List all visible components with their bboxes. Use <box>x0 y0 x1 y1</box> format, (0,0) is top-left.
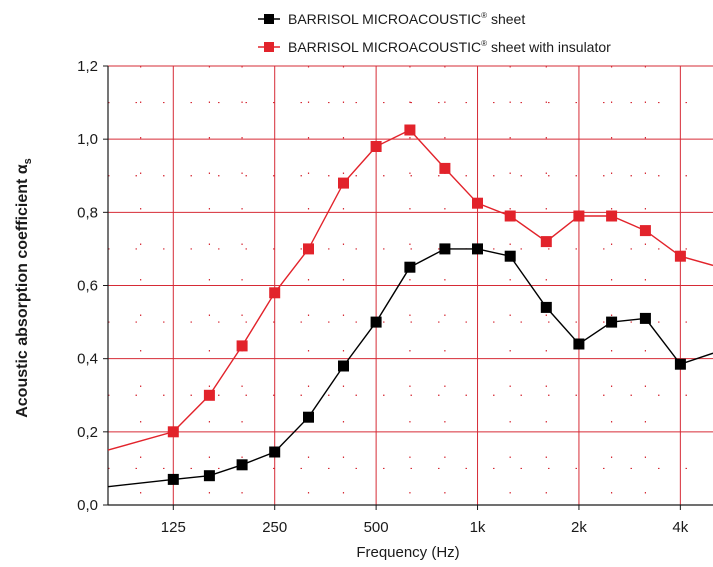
data-point <box>404 261 416 273</box>
legend-label-red: BARRISOL MICROACOUSTIC® sheet with insul… <box>288 39 611 55</box>
series-layer <box>107 124 713 488</box>
data-point <box>167 426 179 438</box>
data-point <box>472 197 483 209</box>
data-point <box>203 470 215 482</box>
x-axis-title: Frequency (Hz) <box>356 544 459 561</box>
x-tick-label: 500 <box>364 519 389 536</box>
data-point <box>370 141 382 152</box>
series-sheet-with-insulator <box>107 124 713 451</box>
x-tick-label: 4k <box>672 519 688 536</box>
series-sheet <box>107 243 713 488</box>
data-point <box>540 236 552 248</box>
y-axis-title: Acoustic absorption coefficient αs <box>14 158 34 418</box>
data-point <box>606 316 618 328</box>
data-point <box>167 473 179 485</box>
data-point <box>639 312 651 324</box>
y-tick-label: 0,4 <box>77 351 98 368</box>
series-line <box>107 248 713 488</box>
data-point <box>439 162 451 174</box>
x-tick-label: 125 <box>161 519 186 536</box>
data-point <box>504 210 516 222</box>
data-point <box>338 177 349 189</box>
data-point <box>236 459 248 471</box>
data-point <box>338 360 349 372</box>
legend-item-black-series: BARRISOL MICROACOUSTIC® sheet <box>258 11 525 27</box>
tick-labels: 0,0 0,2 0,4 0,6 0,8 1,0 1,2 125 250 500 1k 2k 4k <box>77 58 689 536</box>
y-tick-label: 0,2 <box>77 424 98 441</box>
legend-marker-red <box>264 42 274 52</box>
y-tick-label: 1,0 <box>77 131 98 148</box>
data-point <box>236 340 248 352</box>
legend-item-red-series: BARRISOL MICROACOUSTIC® sheet with insul… <box>258 39 611 55</box>
data-point <box>269 287 281 299</box>
data-point <box>504 250 516 262</box>
y-tick-label: 1,2 <box>77 58 98 75</box>
data-point <box>370 316 382 328</box>
data-point <box>472 243 483 255</box>
data-point <box>573 338 585 350</box>
grid <box>108 65 713 505</box>
y-tick-label: 0,6 <box>77 278 98 295</box>
series-line <box>107 129 713 451</box>
legend: BARRISOL MICROACOUSTIC® sheet BARRISOL M… <box>258 11 611 55</box>
x-tick-label: 2k <box>571 519 587 536</box>
data-point <box>439 243 451 255</box>
data-point <box>674 358 686 370</box>
data-point <box>573 210 585 222</box>
axes <box>103 65 713 510</box>
data-point <box>674 250 686 262</box>
x-tick-label: 250 <box>262 519 287 536</box>
x-tick-label: 1k <box>470 519 486 536</box>
data-point <box>303 411 314 423</box>
y-tick-label: 0,0 <box>77 497 98 514</box>
legend-marker-black <box>264 14 274 24</box>
data-point <box>540 301 552 313</box>
data-point <box>269 446 281 458</box>
data-point <box>639 225 651 237</box>
data-point <box>404 124 416 136</box>
data-point <box>606 210 618 222</box>
data-point <box>303 243 314 255</box>
legend-label-black: BARRISOL MICROACOUSTIC® sheet <box>288 11 525 27</box>
data-point <box>203 389 215 401</box>
y-tick-label: 0,8 <box>77 204 98 221</box>
